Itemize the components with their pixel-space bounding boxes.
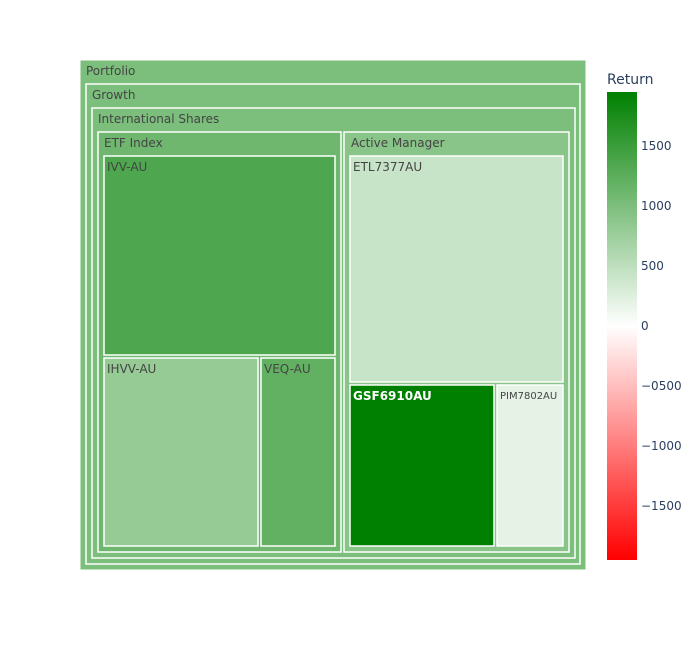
tile-pim7802au[interactable] — [496, 384, 564, 547]
colorbar-tick-label: −1000 — [641, 439, 682, 453]
colorbar-tick-label: 1000 — [641, 199, 672, 213]
tile-ivv-au[interactable] — [103, 155, 336, 356]
tile-label-growth: Growth — [92, 88, 135, 102]
tile-label-etf-index: ETF Index — [104, 136, 163, 150]
colorbar-tick-label: −1500 — [641, 499, 682, 513]
colorbar-gradient — [607, 92, 637, 560]
colorbar-tick-label: 1500 — [641, 139, 672, 153]
treemap-tiles: Portfolio Growth International Shares ET… — [79, 59, 587, 571]
colorbar-tick-label: 0 — [641, 319, 649, 333]
colorbar-ticks: 1500 1000 500 0 −0500 −1000 −1500 — [641, 139, 682, 513]
tile-label-etl7377au: ETL7377AU — [353, 160, 422, 174]
tile-gsf6910au[interactable] — [349, 384, 495, 547]
tile-label-pim7802au: PIM7802AU — [500, 391, 557, 402]
tile-label-active-manager: Active Manager — [351, 136, 445, 150]
tile-label-veq-au: VEQ-AU — [264, 362, 311, 376]
tile-label-ihvv-au: IHVV-AU — [107, 362, 156, 376]
colorbar-tick-label: 500 — [641, 259, 664, 273]
tile-label-portfolio: Portfolio — [86, 64, 135, 78]
tile-label-gsf6910au: GSF6910AU — [353, 389, 432, 403]
tile-ihvv-au[interactable] — [103, 357, 259, 547]
colorbar: Return 1500 1000 500 0 −0500 −1000 −1500 — [607, 72, 682, 560]
tile-veq-au[interactable] — [260, 357, 336, 547]
tile-label-international-shares: International Shares — [98, 112, 219, 126]
colorbar-tick-label: −0500 — [641, 379, 682, 393]
colorbar-title: Return — [607, 72, 653, 88]
tile-label-ivv-au: IVV-AU — [107, 160, 147, 174]
tile-etl7377au[interactable] — [349, 155, 564, 383]
